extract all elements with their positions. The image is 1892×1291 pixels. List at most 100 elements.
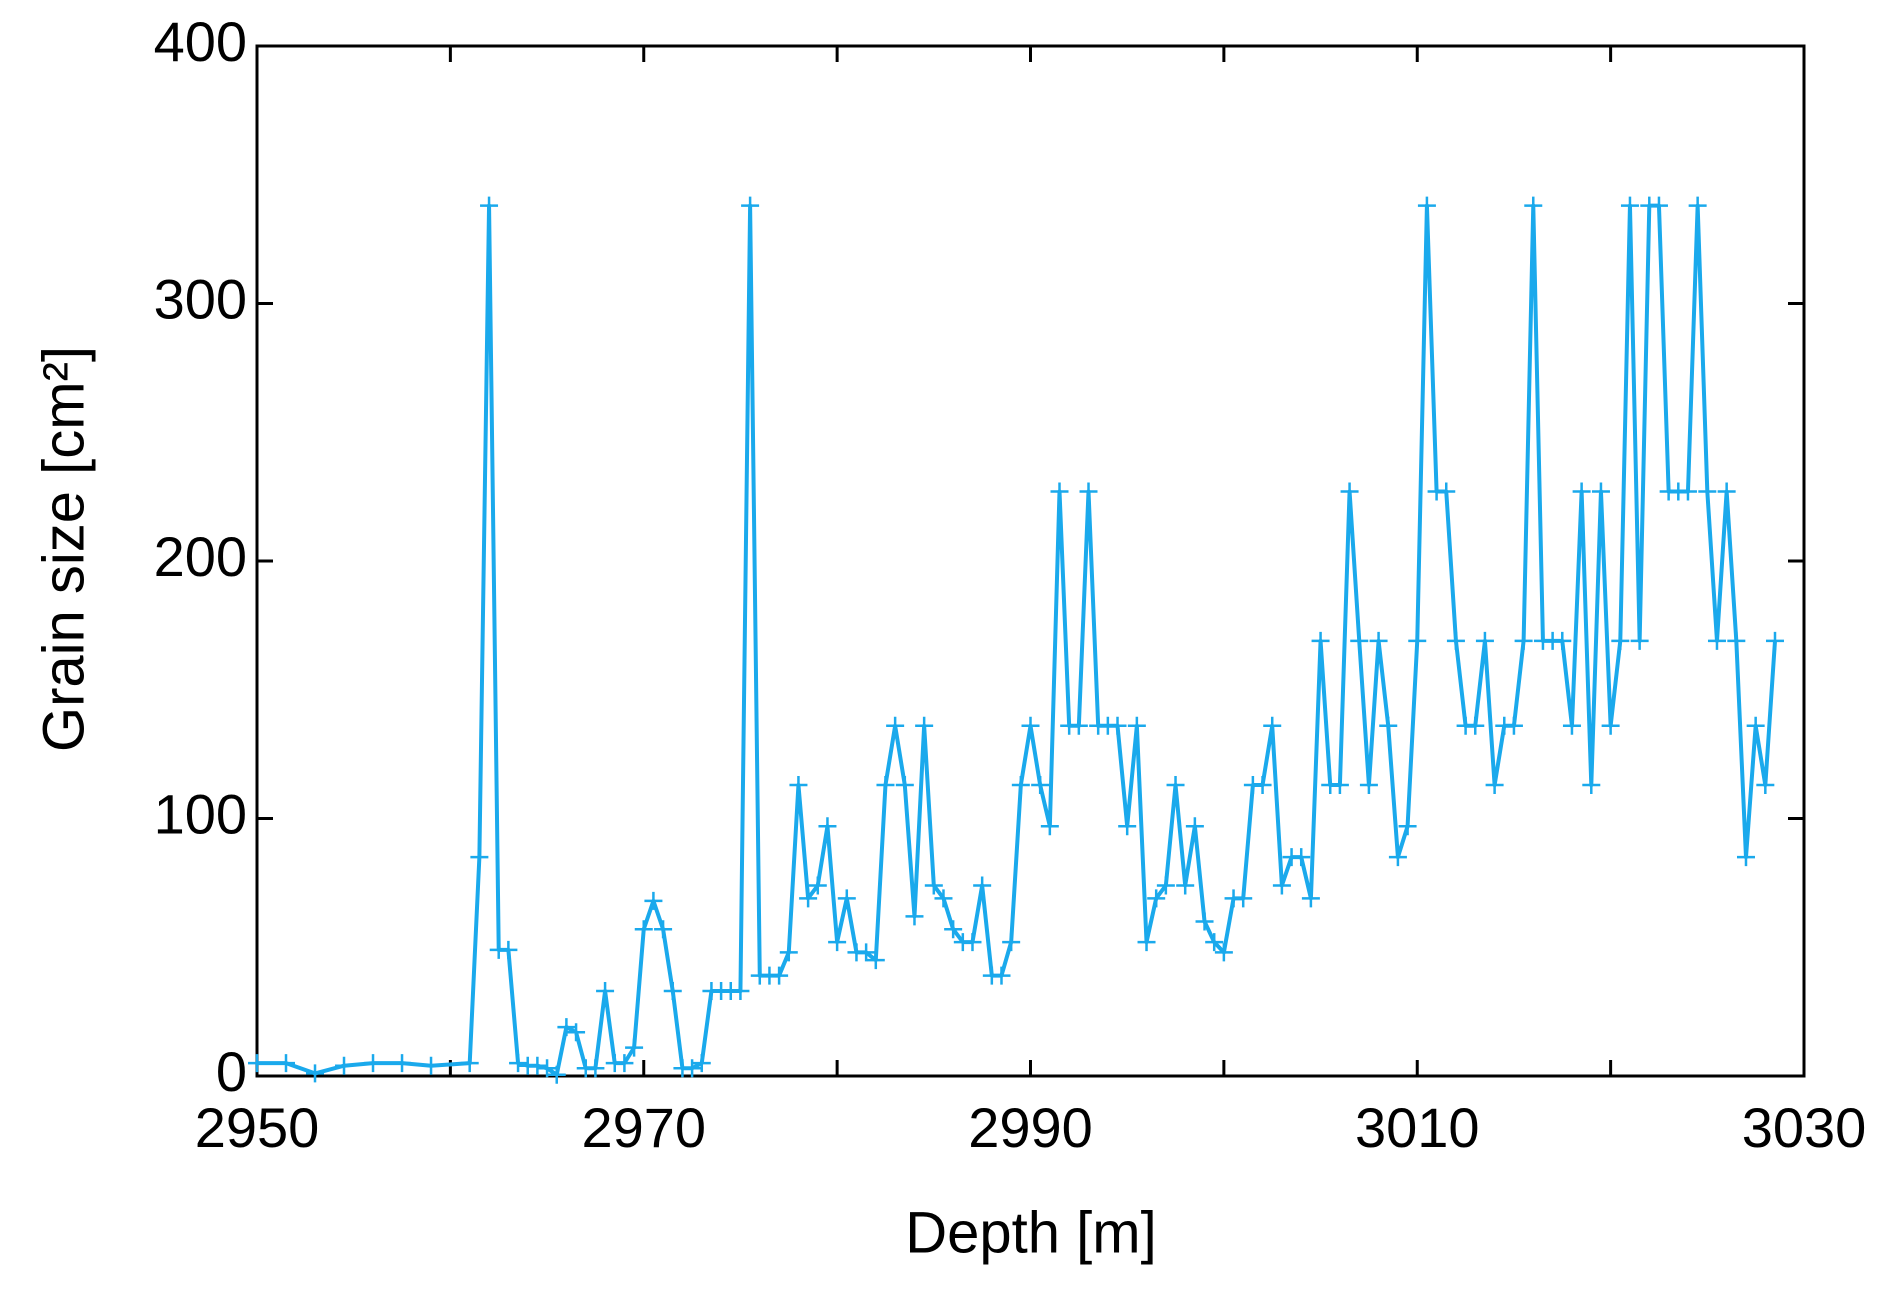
data-marker — [1311, 631, 1330, 650]
y-tick-label: 0 — [216, 1040, 247, 1103]
data-marker — [789, 776, 808, 795]
data-marker — [924, 876, 943, 895]
data-marker — [1137, 933, 1156, 952]
data-marker — [683, 1059, 702, 1078]
data-marker — [1127, 716, 1146, 735]
data-marker — [663, 982, 682, 1001]
data-marker — [1050, 482, 1069, 501]
x-axis-label: Depth [m] — [905, 1200, 1156, 1265]
data-marker — [335, 1056, 354, 1075]
data-marker — [866, 951, 885, 970]
data-marker — [731, 982, 750, 1001]
data-marker — [779, 943, 798, 962]
data-marker — [1582, 776, 1601, 795]
data-marker — [828, 933, 847, 952]
data-marker — [1649, 196, 1668, 215]
data-marker — [1379, 716, 1398, 735]
data-marker — [1002, 933, 1021, 952]
y-tick-label: 400 — [154, 10, 247, 73]
data-marker — [1359, 776, 1378, 795]
data-marker — [1514, 631, 1533, 650]
data-marker — [615, 1054, 634, 1073]
data-marker — [1736, 848, 1755, 867]
data-marker — [1195, 912, 1214, 931]
data-marker — [837, 889, 856, 908]
y-tick-label: 200 — [154, 525, 247, 588]
data-marker — [364, 1054, 383, 1073]
data-marker — [1292, 848, 1311, 867]
data-marker — [1011, 776, 1030, 795]
data-marker — [1698, 482, 1717, 501]
data-marker — [1504, 716, 1523, 735]
data-marker — [567, 1023, 586, 1042]
data-marker — [905, 907, 924, 926]
data-marker — [1253, 776, 1272, 795]
data-marker — [1562, 716, 1581, 735]
data-marker — [538, 1059, 557, 1078]
data-marker — [1330, 776, 1349, 795]
data-marker — [422, 1056, 441, 1075]
data-marker — [1166, 776, 1185, 795]
data-marker — [1620, 196, 1639, 215]
data-marker — [654, 920, 673, 939]
x-tick-label: 2950 — [195, 1096, 320, 1159]
data-marker — [1466, 716, 1485, 735]
data-marker — [1079, 482, 1098, 501]
data-marker — [934, 889, 953, 908]
data-marker — [1475, 631, 1494, 650]
data-marker — [393, 1054, 412, 1073]
data-marker — [1678, 482, 1697, 501]
data-marker — [1756, 776, 1775, 795]
data-marker — [1553, 631, 1572, 650]
data-marker — [586, 1059, 605, 1078]
data-marker — [1591, 482, 1610, 501]
data-marker — [1688, 196, 1707, 215]
data-marker — [992, 966, 1011, 985]
data-marker — [1524, 196, 1543, 215]
data-marker — [499, 940, 518, 959]
data-marker — [741, 196, 760, 215]
data-marker — [557, 1018, 576, 1037]
data-marker — [973, 876, 992, 895]
data-marker — [1234, 889, 1253, 908]
data-marker — [1185, 817, 1204, 836]
data-marker — [460, 1054, 479, 1073]
data-marker — [1118, 817, 1137, 836]
data-marker — [1572, 482, 1591, 501]
data-marker — [277, 1054, 296, 1073]
data-marker — [306, 1064, 325, 1083]
data-marker — [1263, 716, 1282, 735]
data-marker — [470, 848, 489, 867]
data-marker — [1069, 716, 1088, 735]
data-marker — [1717, 482, 1736, 501]
data-marker — [1156, 876, 1175, 895]
data-marker — [528, 1056, 547, 1075]
data-marker — [808, 876, 827, 895]
data-marker — [509, 1054, 528, 1073]
data-marker — [634, 920, 653, 939]
data-marker — [1408, 631, 1427, 650]
data-marker — [1765, 631, 1784, 650]
data-marker — [895, 776, 914, 795]
x-tick-label: 3030 — [1742, 1096, 1867, 1159]
data-marker — [1040, 817, 1059, 836]
data-marker — [1147, 889, 1166, 908]
x-tick-label: 2990 — [968, 1096, 1093, 1159]
data-marker — [1398, 817, 1417, 836]
y-axis-label: Grain size [cm²] — [31, 346, 96, 752]
data-marker — [857, 943, 876, 962]
data-marker — [1031, 776, 1050, 795]
data-marker — [1214, 943, 1233, 962]
data-marker — [944, 920, 963, 939]
data-marker — [963, 933, 982, 952]
data-marker — [248, 1054, 266, 1073]
data-marker — [799, 889, 818, 908]
data-marker — [1417, 196, 1436, 215]
data-marker — [1446, 631, 1465, 650]
data-marker — [644, 891, 663, 910]
y-tick-label: 100 — [154, 782, 247, 845]
data-marker — [692, 1054, 711, 1073]
data-marker — [1301, 889, 1320, 908]
